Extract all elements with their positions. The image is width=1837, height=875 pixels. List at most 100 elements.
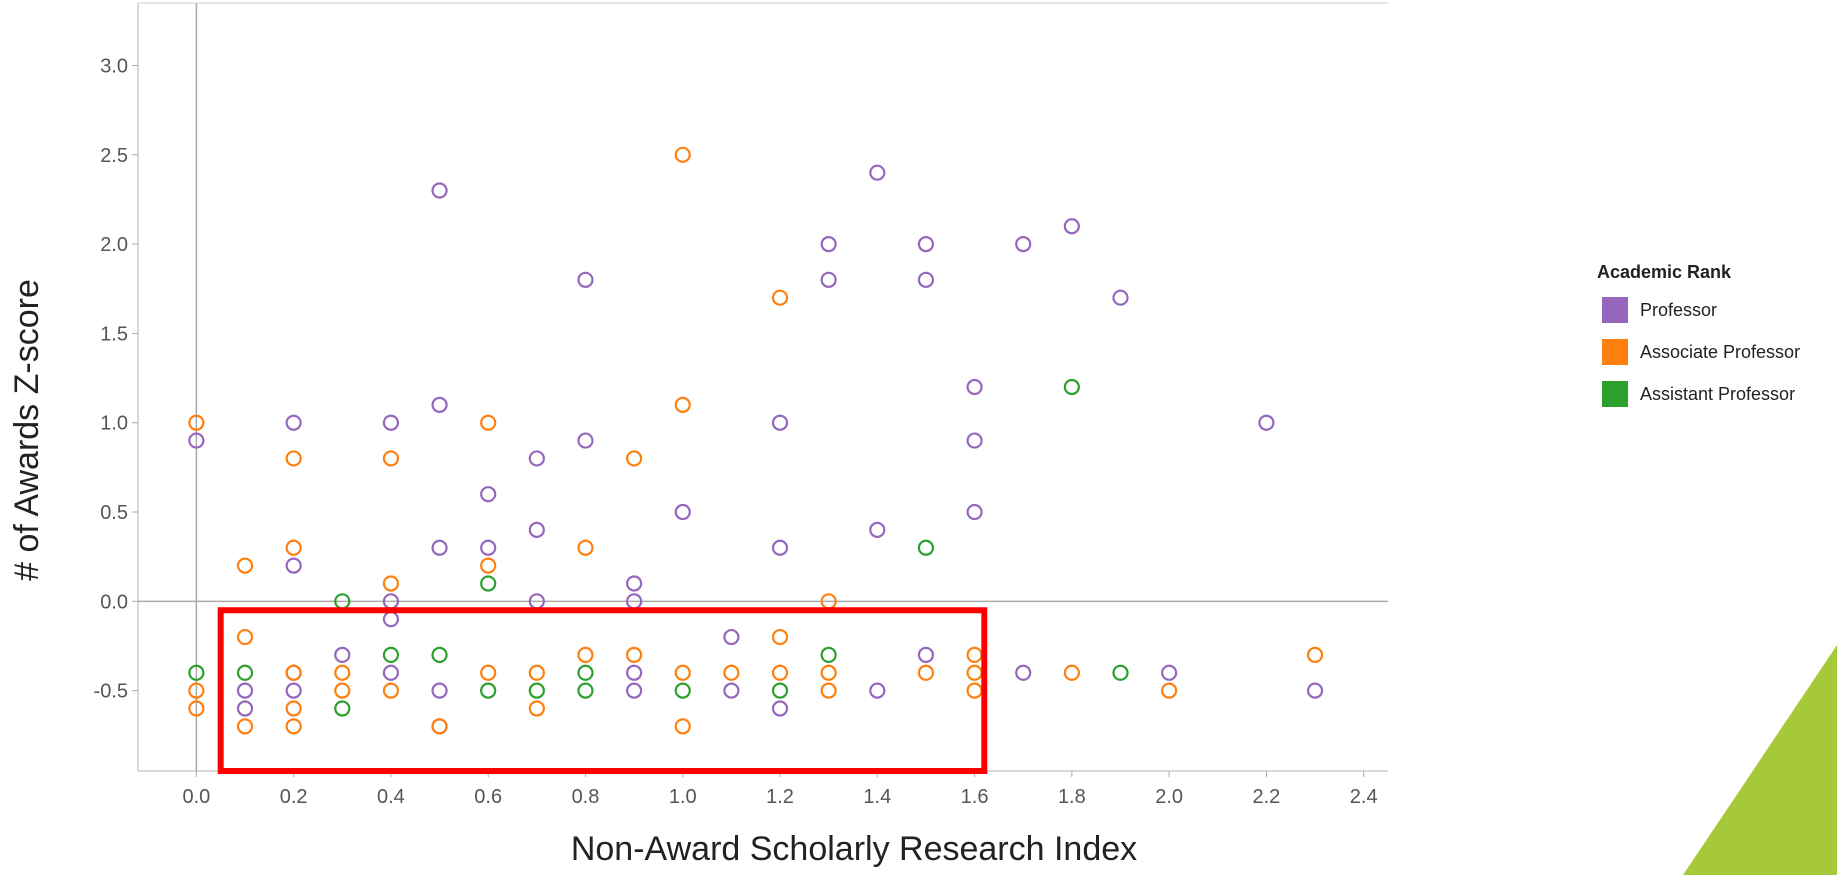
y-tick-label: 0.5 [100, 502, 128, 524]
data-point [771, 414, 789, 431]
corner-decoration [1683, 645, 1837, 875]
plot-area [137, 2, 1388, 772]
data-point [723, 682, 740, 699]
data-point [285, 539, 302, 556]
data-point [577, 682, 594, 699]
data-point [577, 271, 594, 288]
data-point [1161, 682, 1178, 699]
data-point [285, 682, 302, 699]
x-tick-label: 1.4 [863, 786, 891, 808]
legend-label: Professor [1640, 300, 1717, 320]
data-point [626, 575, 643, 592]
legend-label: Associate Professor [1640, 342, 1800, 362]
data-point [382, 611, 400, 628]
data-point [966, 682, 983, 699]
data-point [917, 539, 935, 556]
data-point [431, 539, 448, 556]
data-point [674, 503, 691, 521]
y-tick-label: 0.0 [100, 591, 128, 613]
x-tick-label: 0.2 [280, 786, 308, 808]
y-tick-label: 1.5 [100, 323, 128, 345]
data-point [528, 682, 545, 699]
data-point [334, 664, 351, 681]
data-point [431, 682, 448, 699]
data-point [674, 682, 691, 699]
data-point [577, 646, 594, 664]
y-tick-label: 1.0 [100, 413, 128, 435]
data-point [1306, 682, 1324, 699]
data-point [1015, 236, 1032, 253]
data-point [431, 646, 448, 664]
data-point [626, 450, 643, 467]
data-point [820, 646, 837, 664]
data-point [480, 539, 497, 556]
data-point [917, 664, 935, 681]
series-assistant-professor [188, 378, 1129, 717]
data-point [820, 682, 837, 699]
data-point [431, 182, 448, 199]
y-tick-label: 3.0 [100, 56, 128, 78]
data-point [1112, 664, 1129, 681]
x-tick-label: 1.0 [669, 786, 697, 808]
data-point [820, 664, 837, 681]
x-tick-label: 1.6 [961, 786, 989, 808]
data-point [382, 682, 400, 699]
x-tick-label: 0.4 [377, 786, 405, 808]
data-point [528, 664, 545, 681]
data-point [771, 628, 789, 646]
x-tick-label: 1.8 [1058, 786, 1086, 808]
data-point [285, 450, 302, 467]
data-point [188, 682, 205, 699]
y-axis-title: # of Awards Z-score [8, 279, 46, 581]
data-point [674, 146, 691, 163]
data-point [480, 486, 497, 503]
data-point [1063, 378, 1080, 396]
legend-label: Assistant Professor [1640, 384, 1795, 404]
data-point [236, 682, 254, 699]
data-point [1306, 646, 1324, 664]
data-point [917, 646, 935, 664]
data-point [528, 521, 545, 538]
data-point [966, 432, 983, 449]
x-tick-label: 2.0 [1155, 786, 1183, 808]
data-point [285, 664, 302, 681]
data-point [771, 700, 789, 717]
data-point [771, 682, 789, 699]
data-point [1063, 664, 1080, 681]
data-point [480, 682, 497, 699]
data-point [577, 664, 594, 681]
data-point [917, 271, 935, 288]
data-point [674, 396, 691, 413]
data-point [1015, 664, 1032, 681]
x-axis-title: Non-Award Scholarly Research Index [571, 830, 1137, 868]
x-tick-label: 1.2 [766, 786, 794, 808]
data-point [285, 700, 302, 717]
data-point [626, 646, 643, 664]
data-point [674, 664, 691, 681]
data-point [480, 414, 497, 431]
data-point [723, 628, 740, 646]
x-tick-label: 0.8 [572, 786, 600, 808]
data-point [1161, 664, 1178, 681]
data-point [771, 539, 789, 556]
data-point [188, 432, 205, 449]
data-point [528, 700, 545, 717]
data-point [236, 557, 254, 574]
data-point [236, 718, 254, 735]
y-tick-label: 2.5 [100, 145, 128, 167]
data-point [236, 700, 254, 717]
data-point [820, 236, 837, 253]
data-point [382, 575, 400, 592]
data-point [480, 575, 497, 592]
data-point [723, 664, 740, 681]
x-tick-label: 2.2 [1252, 786, 1280, 808]
data-point [285, 718, 302, 735]
data-point [236, 664, 254, 681]
data-point [382, 414, 400, 431]
legend-swatch [1602, 381, 1628, 407]
data-point [577, 539, 594, 556]
data-point [285, 557, 302, 574]
data-point [188, 414, 205, 431]
data-point [966, 646, 983, 664]
